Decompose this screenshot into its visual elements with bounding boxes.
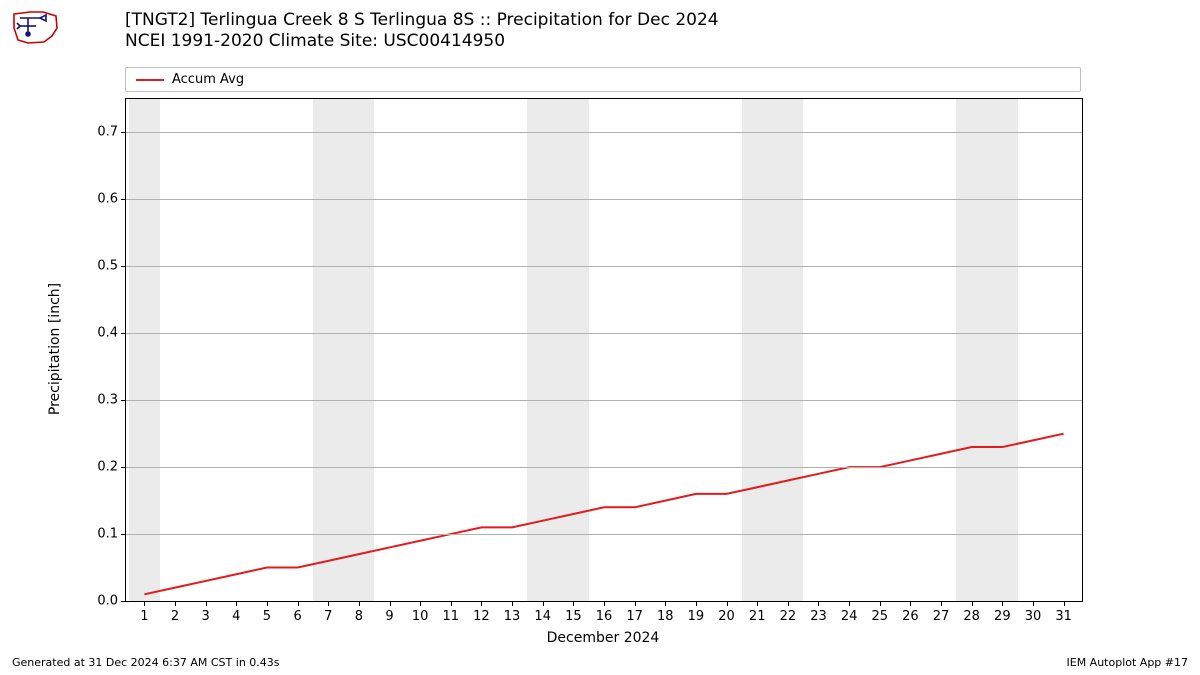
x-tick-label: 17 [626, 609, 643, 624]
line-series [126, 99, 1082, 601]
footer-app: IEM Autoplot App #17 [1067, 656, 1189, 669]
x-tick-label: 15 [565, 609, 582, 624]
x-tick-label: 11 [443, 609, 460, 624]
x-tick-label: 24 [841, 609, 858, 624]
x-tick-label: 31 [1055, 609, 1072, 624]
x-tick-label: 13 [504, 609, 521, 624]
x-tick-mark [390, 601, 391, 606]
x-tick-mark [543, 601, 544, 606]
y-tick-label: 0.1 [97, 527, 118, 542]
x-tick-mark [512, 601, 513, 606]
y-tick-mark [121, 601, 126, 602]
x-axis-label: December 2024 [547, 630, 660, 646]
x-tick-mark [941, 601, 942, 606]
x-tick-label: 4 [232, 609, 240, 624]
x-tick-label: 16 [596, 609, 613, 624]
y-tick-mark [121, 266, 126, 267]
x-tick-mark [604, 601, 605, 606]
x-tick-mark [727, 601, 728, 606]
chart-title: [TNGT2] Terlingua Creek 8 S Terlingua 8S… [125, 10, 719, 53]
y-tick-mark [121, 333, 126, 334]
legend-line-swatch [136, 79, 164, 81]
legend-label: Accum Avg [172, 72, 244, 87]
x-tick-label: 14 [534, 609, 551, 624]
x-tick-mark [144, 601, 145, 606]
x-tick-mark [451, 601, 452, 606]
x-tick-label: 12 [473, 609, 490, 624]
x-tick-mark [818, 601, 819, 606]
y-gridline [126, 534, 1082, 535]
x-tick-label: 5 [263, 609, 271, 624]
plot-area: 0.00.10.20.30.40.50.60.71234567891011121… [125, 98, 1083, 602]
x-tick-label: 22 [780, 609, 797, 624]
x-tick-mark [267, 601, 268, 606]
x-tick-mark [849, 601, 850, 606]
x-tick-mark [573, 601, 574, 606]
series-accum-avg [144, 434, 1063, 595]
x-tick-mark [972, 601, 973, 606]
x-tick-mark [420, 601, 421, 606]
y-tick-label: 0.3 [97, 393, 118, 408]
x-tick-label: 26 [902, 609, 919, 624]
x-tick-mark [1002, 601, 1003, 606]
y-gridline [126, 266, 1082, 267]
x-tick-mark [696, 601, 697, 606]
x-tick-mark [298, 601, 299, 606]
x-tick-mark [236, 601, 237, 606]
x-tick-label: 10 [412, 609, 429, 624]
x-tick-label: 27 [933, 609, 950, 624]
x-tick-mark [206, 601, 207, 606]
x-tick-mark [788, 601, 789, 606]
x-tick-mark [757, 601, 758, 606]
x-tick-label: 20 [718, 609, 735, 624]
x-tick-label: 2 [171, 609, 179, 624]
x-tick-mark [635, 601, 636, 606]
x-tick-label: 7 [324, 609, 332, 624]
x-tick-mark [880, 601, 881, 606]
x-tick-label: 23 [810, 609, 827, 624]
y-tick-label: 0.7 [97, 125, 118, 140]
y-tick-label: 0.0 [97, 594, 118, 609]
x-tick-mark [175, 601, 176, 606]
x-tick-label: 3 [202, 609, 210, 624]
y-gridline [126, 333, 1082, 334]
y-tick-mark [121, 199, 126, 200]
y-tick-label: 0.4 [97, 326, 118, 341]
x-tick-mark [910, 601, 911, 606]
x-tick-label: 6 [293, 609, 301, 624]
iem-logo-icon [10, 8, 60, 46]
footer-generated: Generated at 31 Dec 2024 6:37 AM CST in … [12, 656, 280, 669]
title-line-1: [TNGT2] Terlingua Creek 8 S Terlingua 8S… [125, 10, 719, 31]
y-tick-mark [121, 534, 126, 535]
x-tick-label: 19 [688, 609, 705, 624]
x-tick-label: 8 [355, 609, 363, 624]
x-tick-label: 21 [749, 609, 766, 624]
y-gridline [126, 467, 1082, 468]
x-tick-mark [481, 601, 482, 606]
x-tick-mark [665, 601, 666, 606]
y-tick-mark [121, 132, 126, 133]
y-gridline [126, 132, 1082, 133]
x-tick-mark [359, 601, 360, 606]
y-tick-label: 0.2 [97, 460, 118, 475]
x-tick-label: 18 [657, 609, 674, 624]
x-tick-mark [1064, 601, 1065, 606]
x-tick-label: 9 [385, 609, 393, 624]
y-gridline [126, 199, 1082, 200]
title-line-2: NCEI 1991-2020 Climate Site: USC00414950 [125, 31, 719, 52]
x-tick-mark [1033, 601, 1034, 606]
y-tick-label: 0.6 [97, 192, 118, 207]
x-tick-label: 1 [140, 609, 148, 624]
x-tick-mark [328, 601, 329, 606]
x-tick-label: 28 [963, 609, 980, 624]
y-tick-mark [121, 400, 126, 401]
x-tick-label: 30 [1025, 609, 1042, 624]
y-tick-mark [121, 467, 126, 468]
x-tick-label: 25 [871, 609, 888, 624]
y-axis-label: Precipitation [inch] [47, 283, 63, 415]
legend: Accum Avg [125, 67, 1081, 92]
x-tick-label: 29 [994, 609, 1011, 624]
y-tick-label: 0.5 [97, 259, 118, 274]
y-gridline [126, 400, 1082, 401]
